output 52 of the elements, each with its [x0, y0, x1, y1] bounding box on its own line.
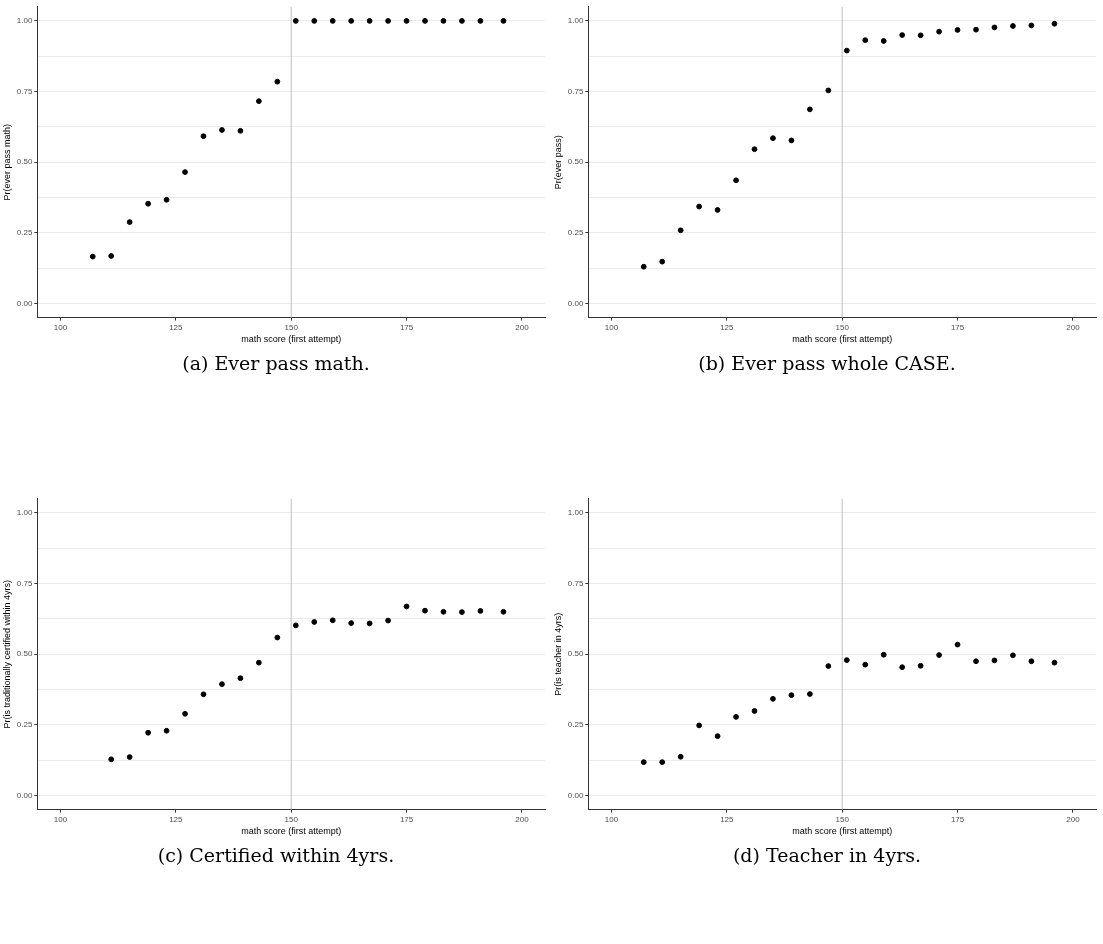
y-tick-label: 0.50 [567, 649, 584, 659]
y-tick-label: 0.75 [567, 578, 584, 588]
x-axis-title: math score (first attempt) [792, 334, 893, 345]
text: (a) Ever pass math. [181, 352, 371, 374]
y-tick-label: 0.25 [16, 720, 33, 730]
y-tick-label: 1.00 [567, 16, 584, 26]
y-tick-label: 0.25 [567, 228, 584, 238]
x-tick-label: 125 [720, 322, 735, 332]
y-axis-title: Pr(ever pass) [552, 135, 563, 190]
x-tick-label: 125 [169, 322, 184, 332]
y-tick-label: 0.00 [16, 790, 33, 800]
x-tick-label: 175 [950, 814, 965, 824]
y-tick-label: 0.25 [16, 228, 33, 238]
y-tick-label: 0.50 [567, 157, 584, 167]
x-tick-label: 125 [169, 814, 184, 824]
x-tick-label: 100 [53, 814, 68, 824]
x-axis-title: math score (first attempt) [792, 826, 893, 837]
x-tick-label: 150 [835, 322, 850, 332]
y-axis-title: Pr(is teacher in 4yrs) [552, 612, 563, 696]
x-tick-label: 200 [1066, 322, 1081, 332]
y-tick-label: 0.00 [567, 790, 584, 800]
y-tick-label: 0.50 [16, 157, 33, 167]
x-tick-label: 200 [515, 322, 530, 332]
x-tick-label: 175 [950, 322, 965, 332]
x-tick-label: 100 [604, 322, 619, 332]
y-tick-label: 0.50 [16, 649, 33, 659]
x-tick-label: 100 [53, 322, 68, 332]
y-axis-title: Pr(is traditionally certified within 4yrs) [1, 579, 12, 729]
x-tick-label: 150 [284, 814, 299, 824]
y-axis-title: Pr(ever pass math) [1, 123, 12, 201]
x-tick-label: 175 [399, 322, 414, 332]
x-tick-label: 150 [284, 322, 299, 332]
x-tick-label: 150 [835, 814, 850, 824]
y-tick-label: 0.00 [567, 298, 584, 308]
text: (b) Ever pass whole CASE. [697, 352, 957, 374]
x-axis-title: math score (first attempt) [241, 826, 342, 837]
y-tick-label: 0.00 [16, 298, 33, 308]
y-tick-label: 1.00 [567, 508, 584, 518]
y-tick-label: 1.00 [16, 508, 33, 518]
y-tick-label: 0.25 [567, 720, 584, 730]
text: (d) Teacher in 4yrs. [731, 844, 923, 866]
y-tick-label: 1.00 [16, 16, 33, 26]
y-tick-label: 0.75 [567, 86, 584, 96]
y-tick-label: 0.75 [16, 86, 33, 96]
text: (c) Certified within 4yrs. [156, 844, 396, 866]
x-axis-title: math score (first attempt) [241, 334, 342, 345]
x-tick-label: 200 [1066, 814, 1081, 824]
x-tick-label: 125 [720, 814, 735, 824]
x-tick-label: 100 [604, 814, 619, 824]
x-tick-label: 175 [399, 814, 414, 824]
y-tick-label: 0.75 [16, 578, 33, 588]
x-tick-label: 200 [515, 814, 530, 824]
